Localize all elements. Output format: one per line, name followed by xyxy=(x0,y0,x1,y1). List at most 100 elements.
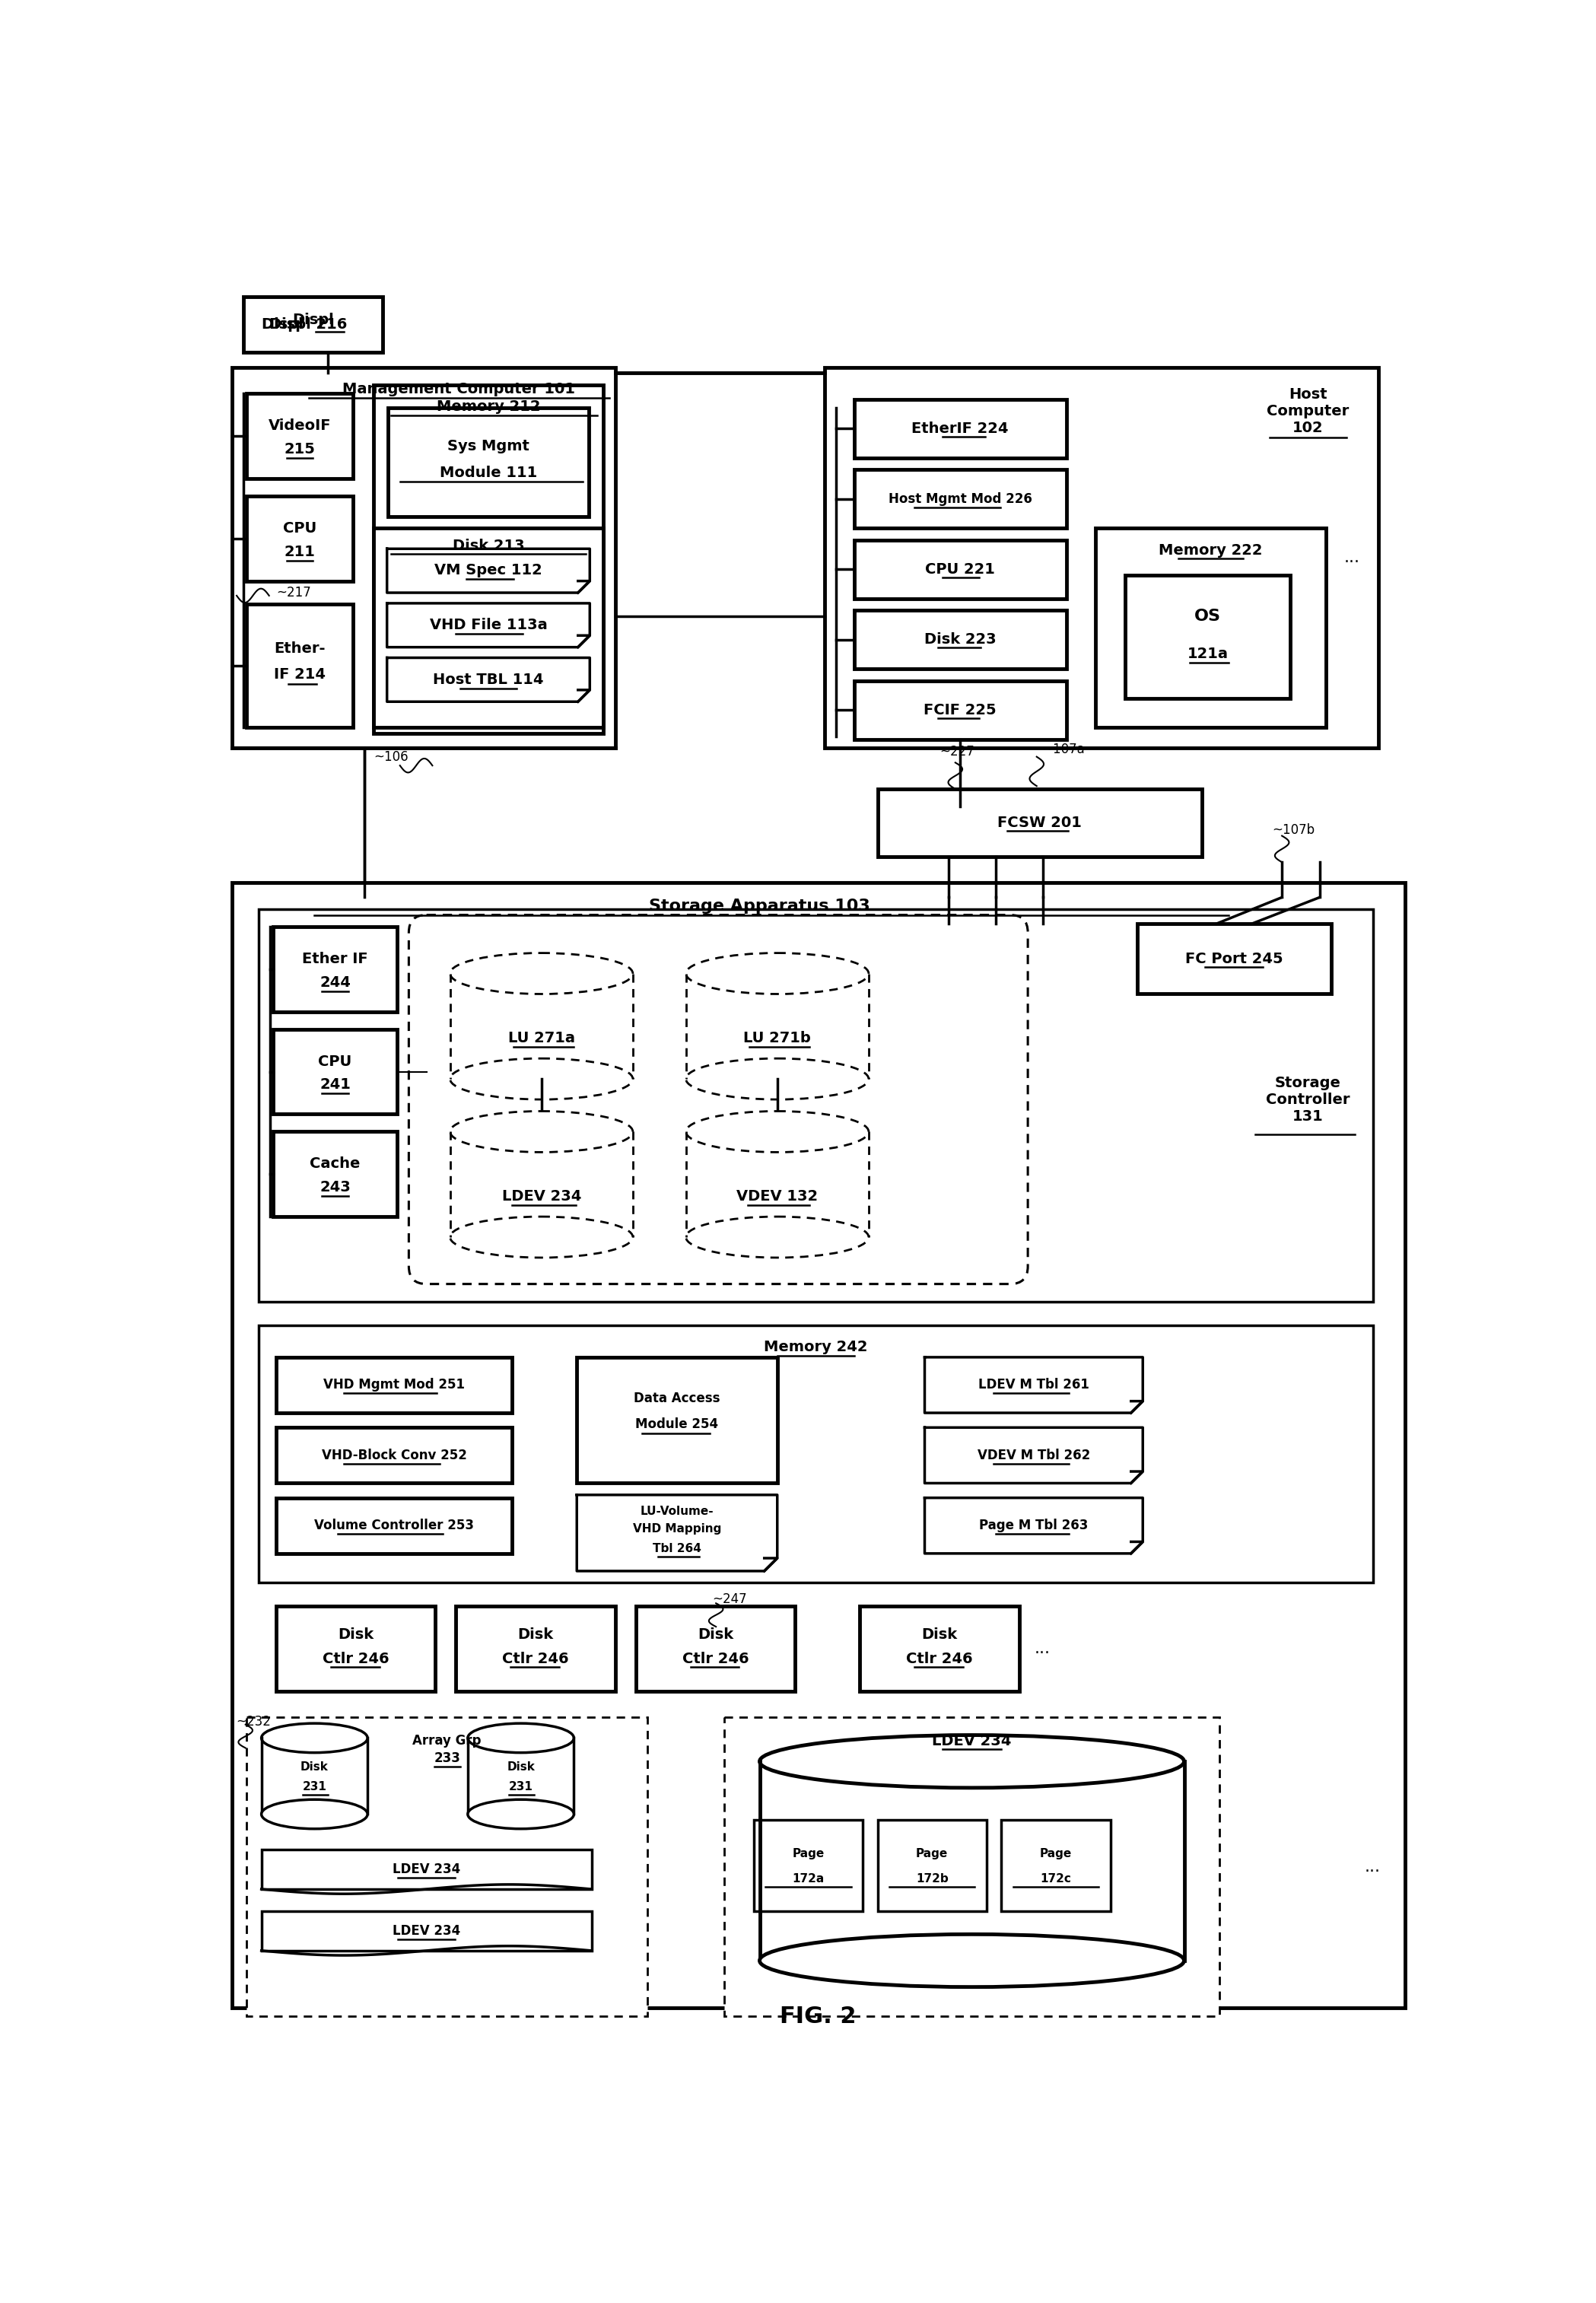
Text: Disk 223: Disk 223 xyxy=(924,633,996,647)
Text: Disk: Disk xyxy=(921,1628,958,1642)
Bar xyxy=(1095,527,1326,728)
Text: VideoIF: VideoIF xyxy=(268,419,330,433)
Bar xyxy=(854,470,1066,527)
Text: ~107a: ~107a xyxy=(1042,744,1085,758)
Text: Memory 242: Memory 242 xyxy=(763,1340,868,1354)
Text: Ether IF: Ether IF xyxy=(302,951,369,965)
Bar xyxy=(273,1131,397,1216)
Text: LDEV 234: LDEV 234 xyxy=(393,1863,460,1877)
Text: Sys Mgmt: Sys Mgmt xyxy=(447,440,530,454)
Text: Disk 213: Disk 213 xyxy=(452,539,525,553)
Text: Disk: Disk xyxy=(517,1628,554,1642)
Text: VHD-Block Conv 252: VHD-Block Conv 252 xyxy=(321,1449,466,1462)
Bar xyxy=(259,910,1373,1301)
Ellipse shape xyxy=(450,1216,634,1257)
Bar xyxy=(860,1605,1018,1690)
Text: Displ: Displ xyxy=(292,313,334,327)
Ellipse shape xyxy=(686,1216,868,1257)
Text: FCSW 201: FCSW 201 xyxy=(997,815,1082,829)
Ellipse shape xyxy=(262,1723,367,1753)
Text: Displ 216: Displ 216 xyxy=(270,318,348,332)
Ellipse shape xyxy=(468,1799,575,1829)
Text: ~107b: ~107b xyxy=(1272,822,1315,836)
Text: ~227: ~227 xyxy=(940,746,974,760)
Ellipse shape xyxy=(760,1734,1184,1787)
Text: 241: 241 xyxy=(319,1078,351,1092)
Text: Host TBL 114: Host TBL 114 xyxy=(433,672,544,686)
Text: Ctlr 246: Ctlr 246 xyxy=(907,1651,972,1665)
Bar xyxy=(854,539,1066,599)
Bar xyxy=(247,603,353,728)
Text: Disk: Disk xyxy=(508,1762,535,1773)
Text: CPU: CPU xyxy=(282,520,316,537)
Bar xyxy=(247,495,353,580)
Text: Storage
Controller
131: Storage Controller 131 xyxy=(1266,1076,1350,1124)
Text: Page: Page xyxy=(1039,1849,1073,1861)
Text: ~106: ~106 xyxy=(373,751,409,765)
Text: Module 111: Module 111 xyxy=(439,465,538,479)
Text: Memory 212: Memory 212 xyxy=(436,401,541,415)
Text: LU 271b: LU 271b xyxy=(744,1032,811,1046)
Text: VM Spec 112: VM Spec 112 xyxy=(434,564,543,578)
Text: 233: 233 xyxy=(434,1753,460,1766)
Text: FCIF 225: FCIF 225 xyxy=(924,702,996,716)
Text: 211: 211 xyxy=(284,544,316,560)
Text: VHD File 113a: VHD File 113a xyxy=(429,617,547,631)
Ellipse shape xyxy=(760,1935,1184,1987)
Text: Cache: Cache xyxy=(310,1156,361,1172)
Text: Data Access: Data Access xyxy=(634,1391,720,1405)
Bar xyxy=(276,1356,512,1412)
Text: Memory 222: Memory 222 xyxy=(1159,544,1262,557)
Text: ~247: ~247 xyxy=(712,1591,747,1605)
Ellipse shape xyxy=(686,1110,868,1152)
Bar xyxy=(635,1605,795,1690)
Text: ...: ... xyxy=(1344,550,1360,564)
Text: FC Port 245: FC Port 245 xyxy=(1186,951,1283,965)
Text: 243: 243 xyxy=(319,1179,351,1195)
Text: LDEV 234: LDEV 234 xyxy=(501,1188,581,1204)
Text: IF 214: IF 214 xyxy=(275,668,326,682)
Text: ~217: ~217 xyxy=(276,585,311,599)
Text: Storage Apparatus 103: Storage Apparatus 103 xyxy=(650,898,870,914)
FancyBboxPatch shape xyxy=(409,914,1028,1285)
Bar xyxy=(456,1605,614,1690)
Text: VDEV M Tbl 262: VDEV M Tbl 262 xyxy=(977,1449,1090,1462)
Bar xyxy=(276,1605,436,1690)
Bar xyxy=(854,610,1066,668)
Text: CPU: CPU xyxy=(318,1055,353,1069)
Text: Displ: Displ xyxy=(262,318,308,332)
Bar xyxy=(244,297,383,352)
Text: Ctlr 246: Ctlr 246 xyxy=(681,1651,749,1665)
Text: Ctlr 246: Ctlr 246 xyxy=(322,1651,389,1665)
Text: LDEV M Tbl 261: LDEV M Tbl 261 xyxy=(978,1377,1088,1391)
Bar xyxy=(231,366,614,748)
Text: Disk: Disk xyxy=(300,1762,329,1773)
Text: Page M Tbl 263: Page M Tbl 263 xyxy=(980,1518,1088,1531)
Bar xyxy=(373,385,603,732)
Text: Disk: Disk xyxy=(338,1628,373,1642)
Bar xyxy=(373,527,603,728)
Bar xyxy=(878,790,1202,857)
Ellipse shape xyxy=(450,1110,634,1152)
Text: Host
Computer
102: Host Computer 102 xyxy=(1267,387,1349,435)
Bar xyxy=(725,1718,1219,2017)
Text: CPU 221: CPU 221 xyxy=(926,562,994,576)
Text: 172c: 172c xyxy=(1041,1872,1071,1884)
Text: EtherIF 224: EtherIF 224 xyxy=(911,421,1009,435)
Text: Volume Controller 253: Volume Controller 253 xyxy=(314,1518,474,1531)
Bar xyxy=(259,1324,1373,1582)
Bar xyxy=(262,1849,592,1888)
Text: LDEV 234: LDEV 234 xyxy=(932,1734,1012,1748)
Text: VDEV 132: VDEV 132 xyxy=(736,1188,819,1204)
Text: Module 254: Module 254 xyxy=(635,1419,718,1432)
Text: LU 271a: LU 271a xyxy=(508,1032,575,1046)
Text: ~232: ~232 xyxy=(236,1716,271,1730)
Bar xyxy=(1125,576,1290,698)
Text: 172b: 172b xyxy=(916,1872,948,1884)
Bar xyxy=(854,398,1066,458)
Bar xyxy=(276,1497,512,1555)
Text: FIG. 2: FIG. 2 xyxy=(780,2006,855,2027)
Bar xyxy=(273,1029,397,1115)
Text: 121a: 121a xyxy=(1187,647,1229,661)
Bar xyxy=(273,926,397,1011)
